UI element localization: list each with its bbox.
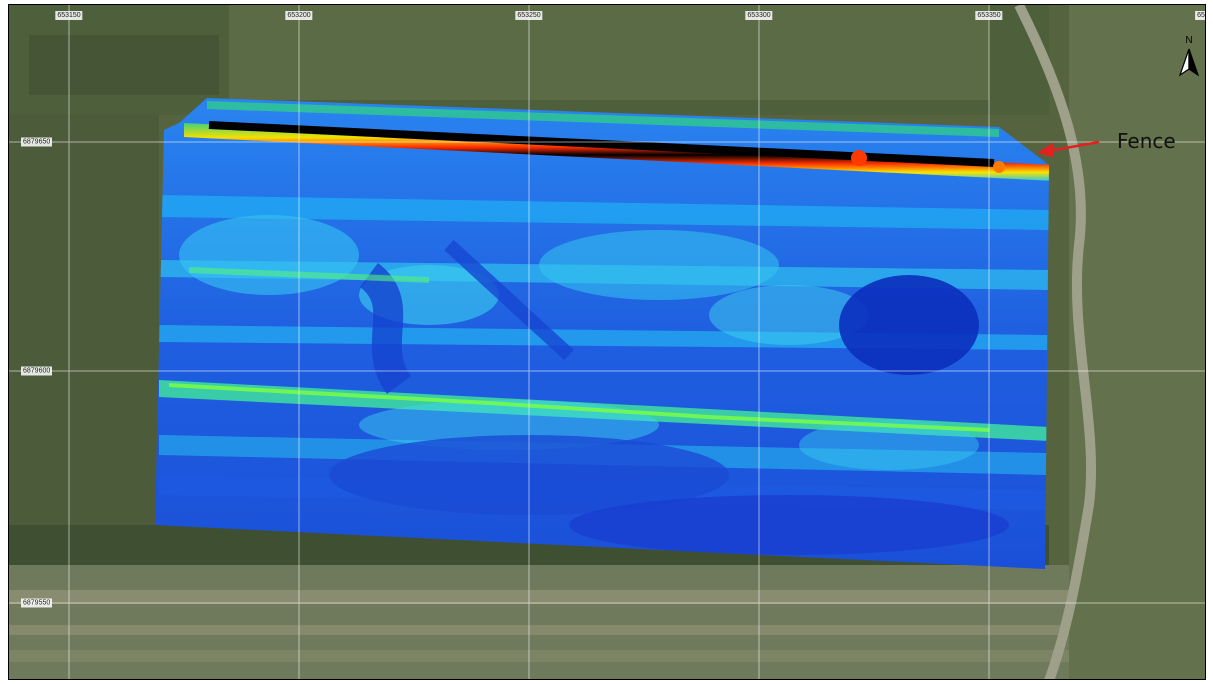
fence-arrow xyxy=(1037,140,1100,157)
map-frame[interactable]: 653150 653200 653250 653300 653350 65 68… xyxy=(8,4,1206,680)
map-canvas[interactable] xyxy=(9,5,1206,680)
grid-label-y: 6879650 xyxy=(21,137,53,147)
grid-label-x: 653250 xyxy=(515,11,543,20)
north-arrow-icon: N xyxy=(1174,35,1204,81)
grid-label-x: 65 xyxy=(1195,11,1205,20)
north-label: N xyxy=(1185,35,1193,46)
grid-lines xyxy=(9,5,1205,679)
grid-label-y: 6879600 xyxy=(21,366,53,376)
survey-heatmap xyxy=(155,98,1049,569)
grid-label-x: 653350 xyxy=(975,11,1003,20)
grid-label-x: 653300 xyxy=(745,11,773,20)
grid-label-x: 653200 xyxy=(285,11,313,20)
grid-label-x: 653150 xyxy=(55,11,83,20)
grid-label-y: 6879550 xyxy=(21,598,53,608)
fence-annotation: Fence xyxy=(1117,129,1176,153)
